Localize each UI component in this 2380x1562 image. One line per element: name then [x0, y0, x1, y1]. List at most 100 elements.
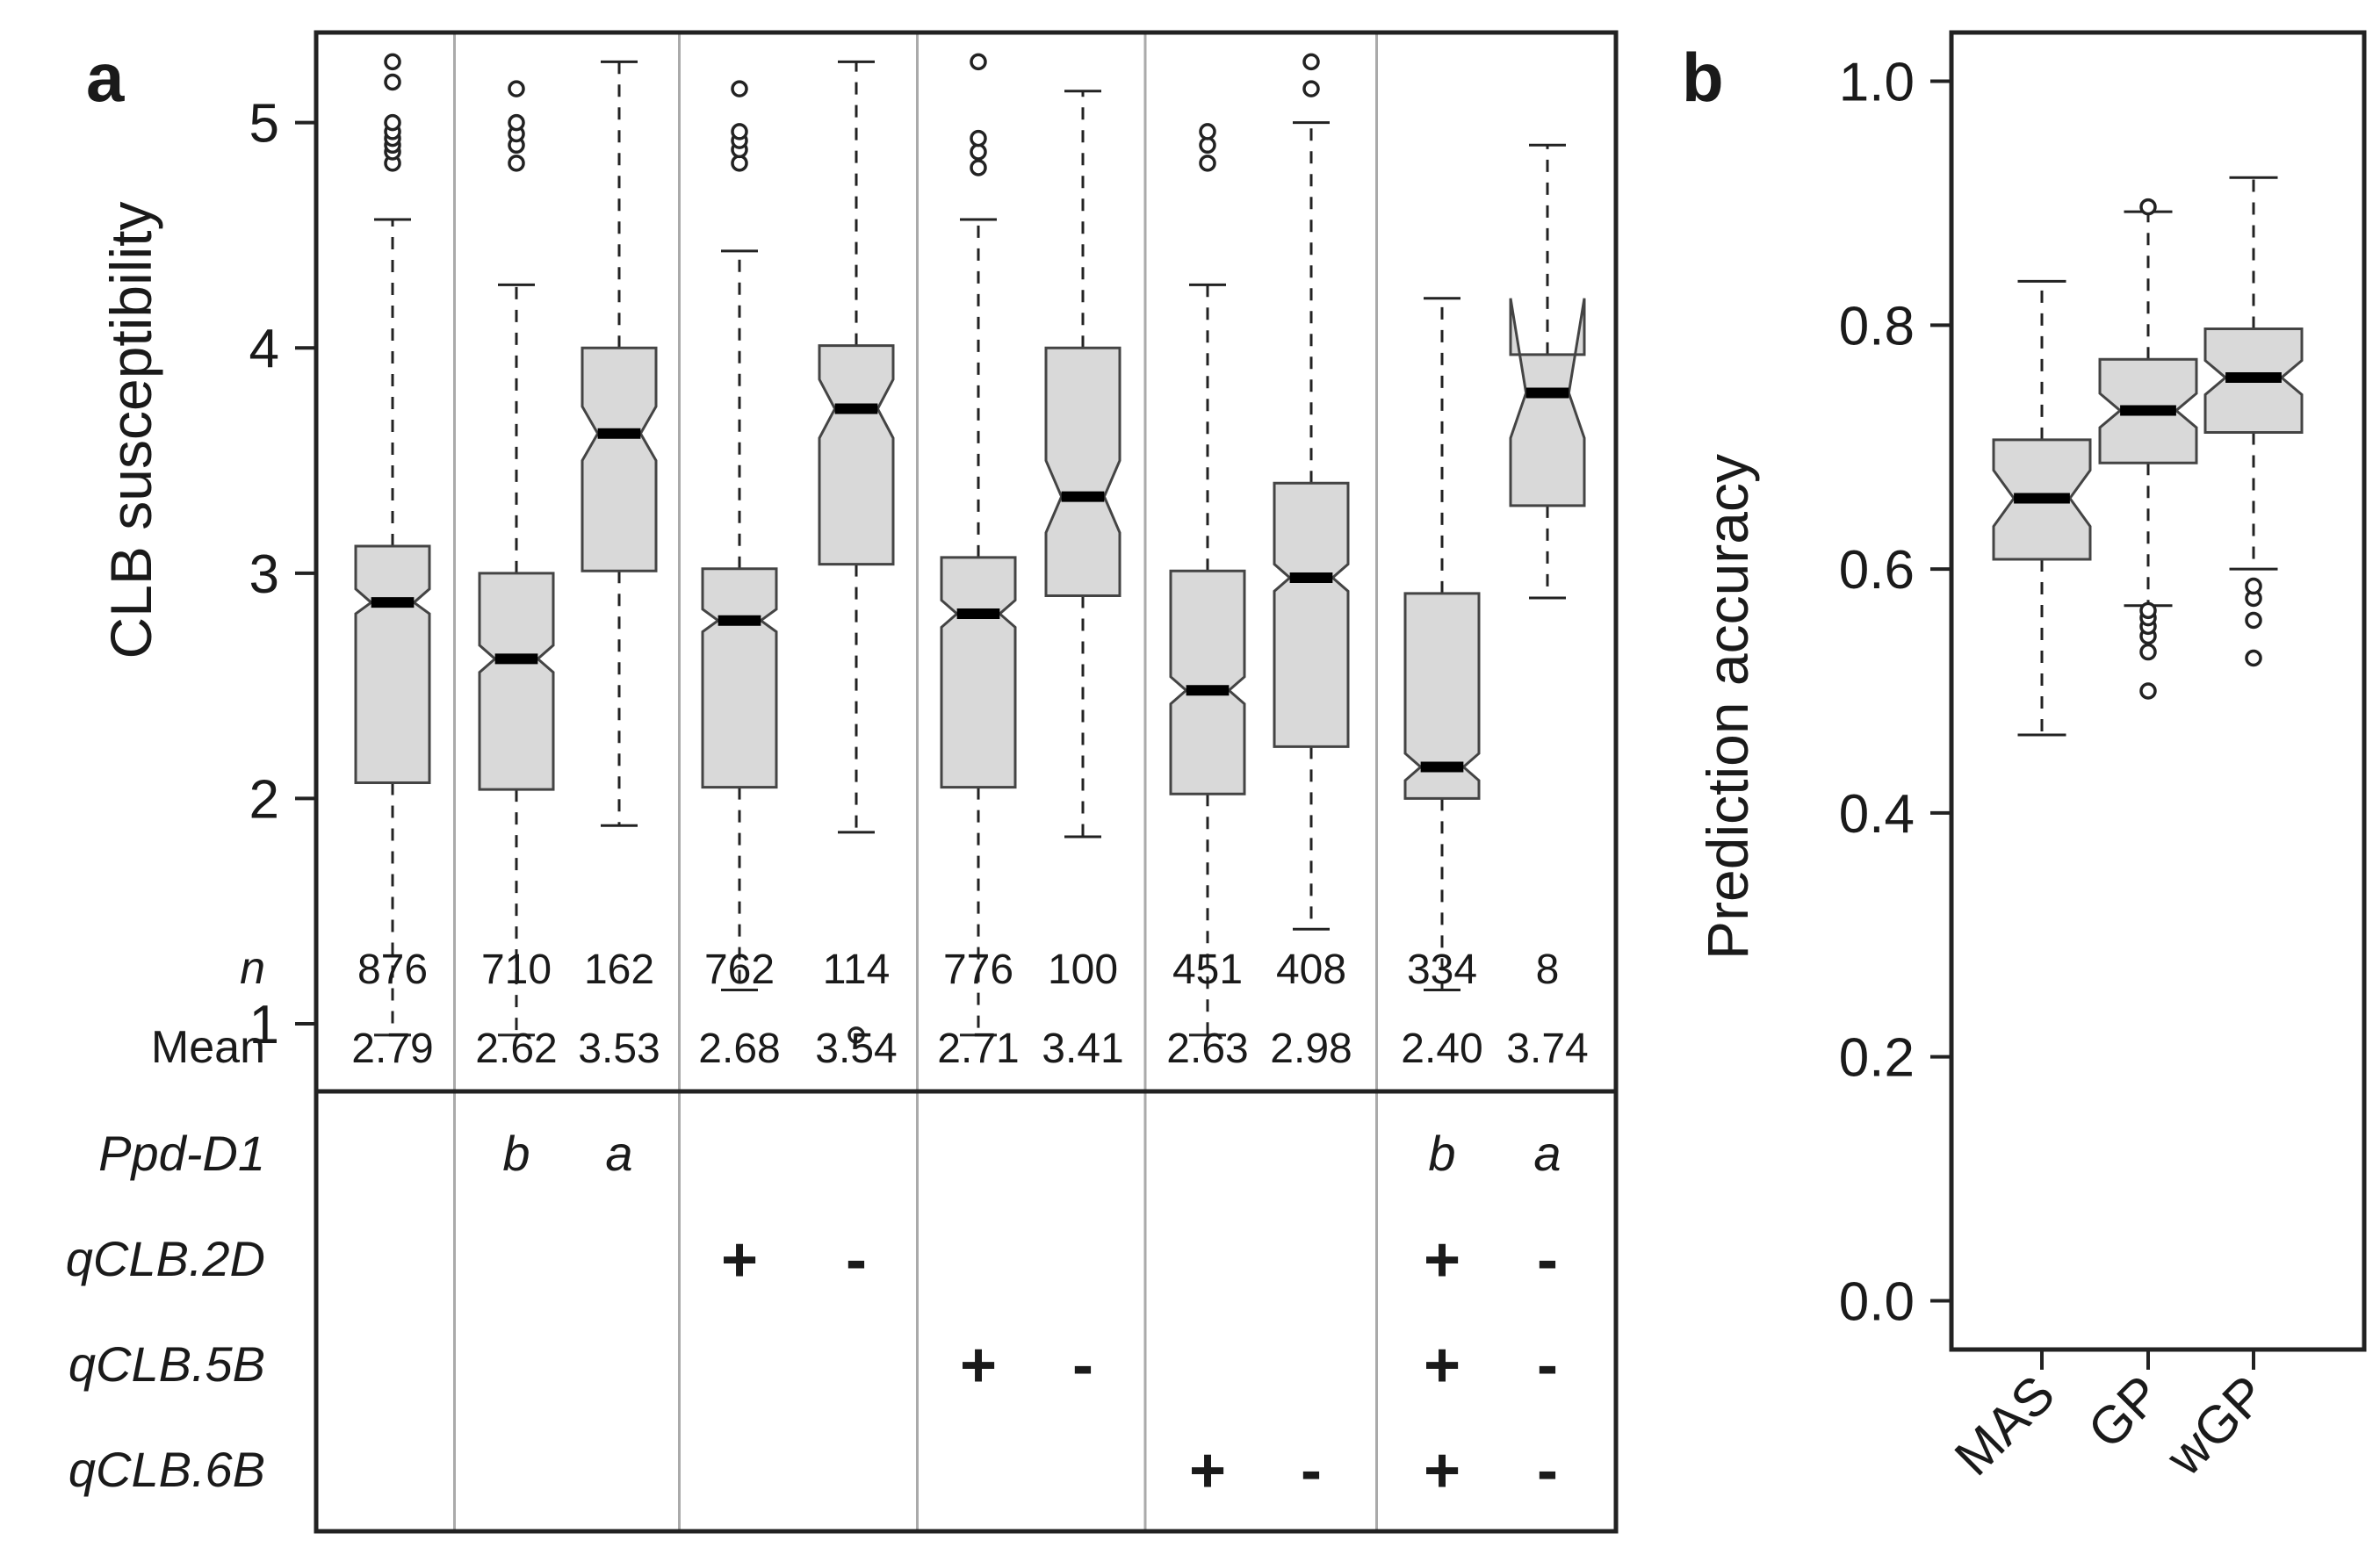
b-xtick-label-2: wGP [2154, 1364, 2277, 1487]
a-marker-2-0: a [605, 1126, 632, 1181]
a-outlier-3-3 [731, 123, 748, 140]
a-mean-value-6: 3.41 [1042, 1026, 1123, 1072]
a-outlier-0-5 [384, 113, 401, 132]
a-box-0 [354, 544, 431, 784]
panel-b-ylabel: Prediction accuracy [1695, 454, 1760, 960]
a-mean-value-0: 2.79 [351, 1026, 433, 1072]
b-xtick-label-0: MAS [1944, 1364, 2066, 1486]
panel-a-chart: a CLB susceptibility 1 2 3 4 5 n Mean Ppd-D1… [66, 30, 1619, 1534]
a-marker-7-3: + [1189, 1436, 1226, 1506]
panel-a-label: a [86, 39, 125, 116]
a-mean-value-5: 2.71 [937, 1026, 1019, 1072]
a-outlier-0-6 [384, 73, 401, 91]
a-marker-1-0: b [502, 1126, 530, 1181]
a-mean-value-7: 2.63 [1166, 1026, 1248, 1072]
panel-a-y-axis: 1 2 3 4 5 [249, 94, 316, 1055]
a-outlier-1-0 [508, 155, 525, 172]
marker-label-qclb-5b: qCLB.5B [69, 1336, 265, 1392]
a-mean-value-2: 3.53 [578, 1026, 660, 1072]
a-mean-value-4: 3.54 [815, 1026, 897, 1072]
b-ytick-label-0: 0.0 [1839, 1271, 1915, 1332]
b-ytick-label-2: 0.4 [1839, 784, 1915, 845]
a-marker-9-1: + [1424, 1225, 1460, 1295]
a-box-1 [478, 572, 555, 791]
b-ytick-label-5: 1.0 [1839, 53, 1915, 113]
a-box-3 [701, 567, 778, 789]
a-n-value-8: 408 [1276, 947, 1346, 993]
a-marker-10-1: - [1537, 1225, 1558, 1295]
a-outlier-1-3 [508, 113, 525, 132]
panel-a-ylabel: CLB susceptibility [98, 202, 163, 659]
b-ytick-label-1: 0.2 [1839, 1028, 1915, 1089]
a-mean-value-8: 2.98 [1270, 1026, 1352, 1072]
b-outlier-1-6 [2139, 198, 2157, 216]
a-n-value-7: 451 [1172, 947, 1243, 993]
a-outlier-7-1 [1199, 136, 1216, 155]
a-n-value-2: 162 [584, 947, 654, 993]
a-n-value-5: 776 [943, 947, 1013, 993]
a-n-value-10: 8 [1536, 947, 1560, 993]
a-n-value-4: 114 [823, 947, 891, 993]
a-outlier-3-0 [731, 155, 748, 172]
panel-b-label: b [1682, 39, 1724, 116]
panel-b-y-axis: 0.0 0.2 0.4 0.6 0.8 1.0 [1839, 53, 1951, 1332]
a-n-value-3: 762 [704, 947, 775, 993]
b-outlier-2-1 [2245, 611, 2262, 630]
panel-b-chart: b Prediction accuracy 0.0 0.2 0.4 0.6 0.8 1.0… [1682, 30, 2367, 1487]
a-box-8 [1273, 481, 1350, 748]
a-n-value-6: 100 [1048, 947, 1118, 993]
a-outlier-5-3 [970, 53, 987, 71]
a-marker-9-0: b [1428, 1126, 1455, 1181]
a-box-2 [581, 346, 658, 572]
a-n-value-0: 876 [357, 947, 428, 993]
marker-label-qclb-2d: qCLB.2D [66, 1231, 265, 1286]
b-ytick-label-4: 0.8 [1839, 296, 1915, 356]
a-outlier-8-0 [1302, 80, 1320, 97]
marker-label-qclb-6b: qCLB.6B [69, 1442, 265, 1497]
b-outlier-1-0 [2139, 682, 2157, 700]
b-ytick-label-3: 0.6 [1839, 540, 1915, 601]
a-ytick-label-1: 2 [249, 769, 279, 830]
a-marker-3-1: + [721, 1225, 758, 1295]
a-ytick-label-3: 4 [249, 319, 279, 379]
a-outlier-5-1 [970, 143, 987, 161]
a-outlier-1-4 [508, 80, 525, 97]
a-mean-value-3: 2.68 [698, 1026, 780, 1072]
panel-a-plot-frame [314, 30, 1619, 1534]
panel-a-summary-table: n Mean Ppd-D1 qCLB.2D qCLB.5B qCLB.6B 87… [66, 943, 1589, 1506]
a-box-10 [1509, 298, 1586, 507]
a-marker-10-3: - [1537, 1436, 1558, 1506]
a-outlier-8-1 [1302, 53, 1320, 71]
a-mean-value-10: 3.74 [1506, 1026, 1588, 1072]
a-box-9 [1403, 592, 1481, 800]
a-box-5 [940, 556, 1017, 789]
a-marker-6-2: - [1072, 1330, 1093, 1400]
a-mean-value-9: 2.40 [1401, 1026, 1482, 1072]
panel-b-plot-frame [1949, 30, 2367, 1352]
marker-label-ppd-d1: Ppd-D1 [98, 1126, 265, 1181]
a-marker-8-3: - [1301, 1436, 1322, 1506]
a-box-6 [1044, 346, 1121, 597]
b-outlier-1-5 [2139, 601, 2157, 620]
panel-a-boxes [354, 53, 1586, 1044]
a-box-7 [1169, 569, 1246, 795]
panel-a-group-separators [453, 32, 1378, 1531]
a-outlier-5-2 [970, 129, 987, 148]
panel-b-boxes [1992, 176, 2304, 737]
a-ytick-label-0: 1 [249, 995, 279, 1055]
a-n-value-1: 710 [481, 947, 552, 993]
a-ytick-label-2: 3 [249, 544, 279, 605]
a-marker-9-3: + [1424, 1436, 1460, 1506]
a-marker-9-2: + [1424, 1330, 1460, 1400]
a-mean-value-1: 2.62 [475, 1026, 557, 1072]
mean-row-label: Mean [151, 1022, 265, 1073]
a-outlier-0-7 [384, 53, 401, 71]
b-outlier-2-3 [2245, 577, 2262, 595]
a-marker-4-1: - [846, 1225, 867, 1295]
a-outlier-5-0 [970, 159, 987, 176]
a-n-value-9: 334 [1407, 947, 1477, 993]
a-ytick-label-4: 5 [249, 94, 279, 155]
n-row-label: n [240, 943, 265, 994]
